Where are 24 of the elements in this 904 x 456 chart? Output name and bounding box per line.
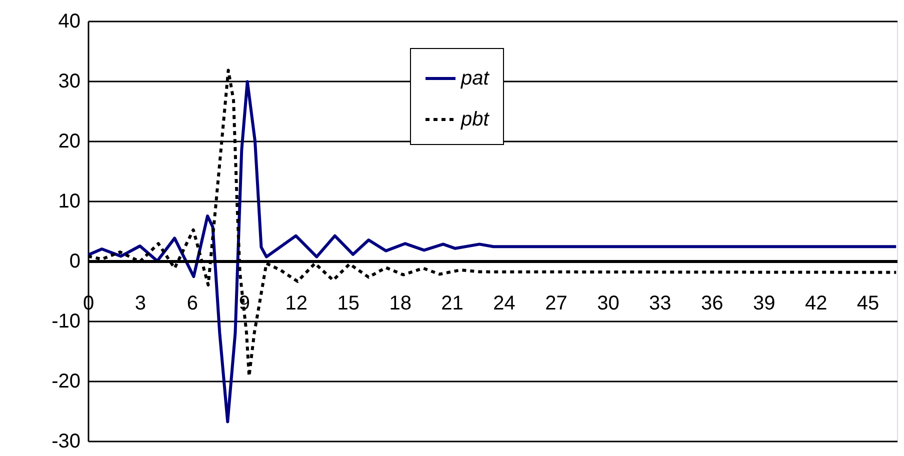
- y-tick-label: 10: [58, 190, 80, 212]
- x-tick-label: 15: [337, 292, 360, 314]
- y-tick-label: 30: [58, 70, 80, 92]
- x-tick-label: 27: [545, 292, 568, 314]
- legend-label: pat: [460, 68, 490, 90]
- y-tick-label: -10: [52, 310, 80, 332]
- legend-label: pbt: [460, 108, 490, 130]
- y-tick-label: -20: [52, 370, 80, 392]
- x-tick-label: 12: [285, 292, 308, 314]
- x-tick-label: 30: [597, 292, 620, 314]
- x-tick-label: 3: [134, 292, 146, 314]
- y-tick-label: 40: [58, 10, 80, 32]
- x-tick-label: 18: [389, 292, 412, 314]
- x-tick-label: 6: [186, 292, 198, 314]
- x-tick-label: 24: [493, 292, 516, 314]
- x-tick-label: 21: [441, 292, 464, 314]
- x-tick-label: 33: [649, 292, 672, 314]
- x-tick-label: 45: [856, 292, 880, 314]
- y-tick-label: 20: [58, 130, 80, 152]
- x-tick-label: 39: [752, 292, 776, 314]
- x-tick-label: 36: [701, 292, 724, 314]
- y-tick-label: -30: [52, 430, 80, 452]
- x-tick-label: 42: [804, 292, 828, 314]
- y-tick-label: 0: [69, 250, 80, 272]
